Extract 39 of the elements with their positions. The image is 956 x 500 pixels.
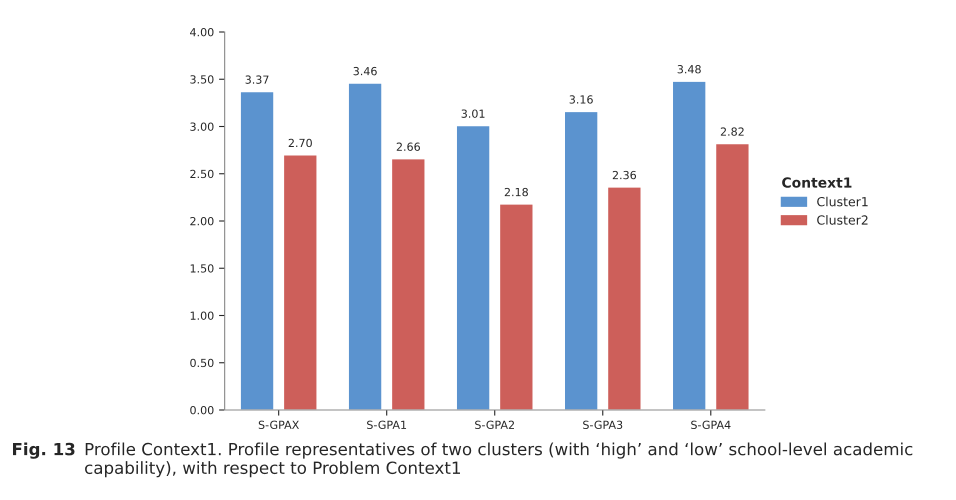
y-tick-label: 1.50 [190, 264, 214, 273]
y-tick-label: 3.50 [190, 75, 214, 84]
bar [606, 186, 642, 410]
caption: Fig. 13 [13, 442, 74, 459]
bar [564, 110, 599, 410]
x-tick-label: S-GPA2 [475, 420, 514, 430]
data-label: 2.70 [288, 138, 312, 148]
bar [714, 142, 750, 410]
bar [390, 158, 426, 410]
bar [498, 203, 534, 410]
legend-title: Context1 [782, 177, 852, 188]
data-label: 2.82 [720, 127, 744, 136]
data-label: 2.18 [504, 188, 528, 196]
y-tick-label: 3.00 [190, 122, 214, 131]
legend-label: Cluster2 [817, 215, 868, 225]
bar [348, 82, 383, 410]
x-tick-label: S-GPA1 [367, 420, 406, 430]
y-tick-label: 1.00 [190, 311, 214, 320]
y-tick-label: 2.50 [190, 170, 214, 178]
x-tick-label: S-GPA4 [691, 420, 731, 430]
y-tick-label: 4.00 [190, 28, 214, 36]
data-label: 3.48 [678, 65, 701, 74]
data-label: 2.66 [396, 142, 420, 151]
data-label: 2.36 [612, 170, 636, 180]
y-tick-label: 0.00 [190, 406, 214, 414]
text: Profile Context1. Profile representatives of two clusters (with ‘high’ and ‘low’ school-level academic capability), with respect to Problem Context1 [85, 442, 912, 478]
data-label: 3.01 [462, 109, 484, 118]
data-label: 3.16 [570, 95, 593, 104]
bar [672, 80, 707, 410]
bar [282, 154, 318, 410]
data-label: 3.46 [354, 66, 377, 76]
y-tick-label: 0.50 [190, 358, 214, 368]
legend-label: Cluster1 [817, 196, 868, 206]
bar [240, 90, 275, 410]
x-tick-label: S-GPA3 [583, 420, 622, 430]
x-tick-label: S-GPAX [258, 420, 299, 430]
bar [456, 124, 491, 410]
y-tick-label: 2.00 [190, 216, 214, 226]
data-label: 3.37 [246, 75, 268, 84]
